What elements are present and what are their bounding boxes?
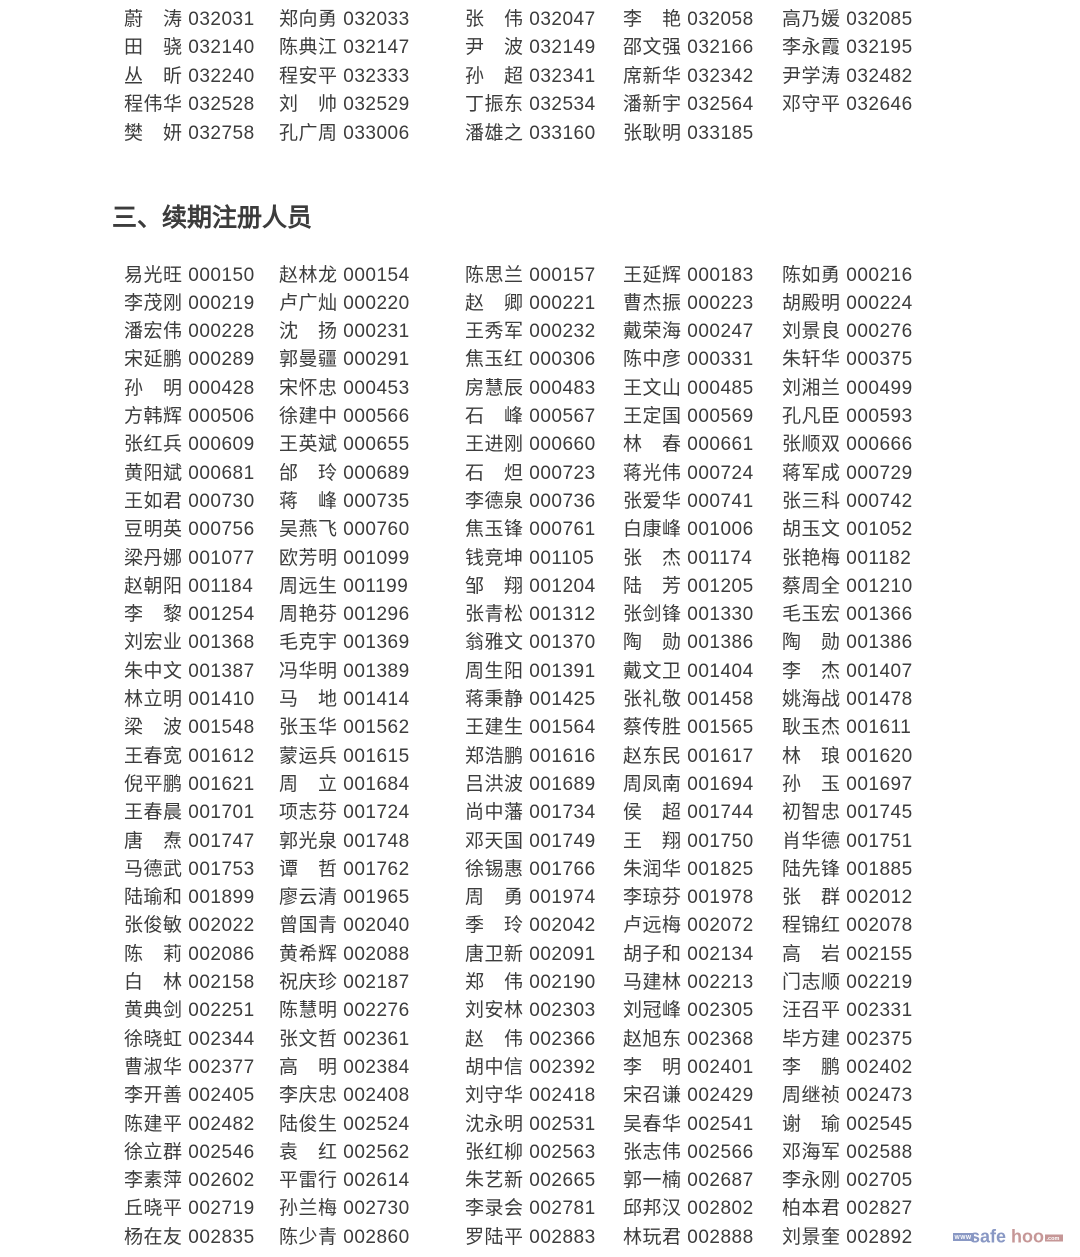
svg-text:WWW: WWW bbox=[955, 1235, 972, 1241]
svg-text:safe: safe bbox=[970, 1227, 1006, 1247]
svg-text:hoo: hoo bbox=[1011, 1227, 1044, 1247]
svg-text:.com: .com bbox=[1047, 1236, 1060, 1242]
